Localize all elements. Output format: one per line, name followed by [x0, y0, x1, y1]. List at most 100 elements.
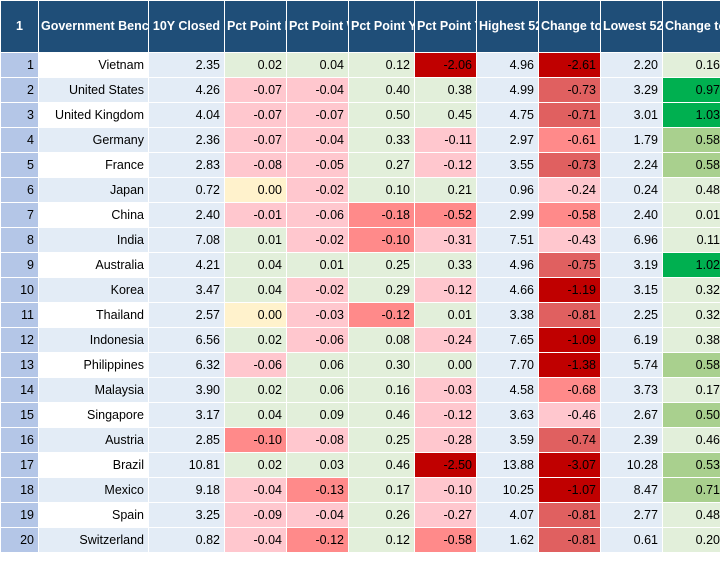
- change-ytd-value: 0.12: [348, 52, 415, 78]
- change-ytd-value: 0.29: [348, 277, 415, 303]
- closed-value: 4.21: [148, 252, 225, 278]
- closed-value: 2.40: [148, 202, 225, 228]
- change-ww-value: -0.02: [286, 277, 349, 303]
- highest-52w-value: 7.65: [476, 327, 539, 353]
- country-name: United States: [38, 77, 149, 103]
- change-ww-value: -0.04: [286, 127, 349, 153]
- change-h52w-value: -0.73: [538, 152, 601, 178]
- row-index: 2: [0, 77, 39, 103]
- change-l52w-value: 0.32: [662, 277, 720, 303]
- header-closed: 10Y Closed: [148, 0, 225, 53]
- country-name: Brazil: [38, 452, 149, 478]
- change-ww-value: -0.04: [286, 77, 349, 103]
- country-name: Switzerland: [38, 527, 149, 553]
- change-dd-value: -0.07: [224, 127, 287, 153]
- country-name: Japan: [38, 177, 149, 203]
- row-index: 17: [0, 452, 39, 478]
- change-ytd-value: 0.40: [348, 77, 415, 103]
- closed-value: 2.57: [148, 302, 225, 328]
- benchmark-table: 1 Government Benchmark 10Y Closed Pct Po…: [0, 0, 720, 553]
- change-h52w-value: -0.75: [538, 252, 601, 278]
- change-yy-value: -0.12: [414, 152, 477, 178]
- highest-52w-value: 4.99: [476, 77, 539, 103]
- row-index: 12: [0, 327, 39, 353]
- change-ytd-value: 0.16: [348, 377, 415, 403]
- table-row: 19 Spain 3.25 -0.09 -0.04 0.26 -0.27 4.07 -0.81 2…: [0, 502, 720, 528]
- country-name: Vietnam: [38, 52, 149, 78]
- change-yy-value: 0.45: [414, 102, 477, 128]
- change-ytd-value: 0.12: [348, 527, 415, 553]
- country-name: Australia: [38, 252, 149, 278]
- change-ww-value: -0.07: [286, 102, 349, 128]
- table-row: 15 Singapore 3.17 0.04 0.09 0.46 -0.12 3.63 -0.4…: [0, 402, 720, 428]
- highest-52w-value: 1.62: [476, 527, 539, 553]
- highest-52w-value: 7.70: [476, 352, 539, 378]
- change-dd-value: -0.06: [224, 352, 287, 378]
- header-ww: Pct Point W/W: [286, 0, 349, 53]
- header-dd: Pct Point D/D: [224, 0, 287, 53]
- change-yy-value: -2.50: [414, 452, 477, 478]
- change-ytd-value: 0.26: [348, 502, 415, 528]
- closed-value: 2.85: [148, 427, 225, 453]
- highest-52w-value: 2.99: [476, 202, 539, 228]
- change-l52w-value: 0.20: [662, 527, 720, 553]
- change-ww-value: -0.02: [286, 227, 349, 253]
- change-yy-value: -0.28: [414, 427, 477, 453]
- change-ww-value: -0.02: [286, 177, 349, 203]
- country-name: Spain: [38, 502, 149, 528]
- row-index: 13: [0, 352, 39, 378]
- change-dd-value: -0.08: [224, 152, 287, 178]
- row-index: 9: [0, 252, 39, 278]
- table-row: 12 Indonesia 6.56 0.02 -0.06 0.08 -0.24 7.65 -1.…: [0, 327, 720, 353]
- row-index: 19: [0, 502, 39, 528]
- country-name: India: [38, 227, 149, 253]
- lowest-52w-value: 3.73: [600, 377, 663, 403]
- table-row: 6 Japan 0.72 0.00 -0.02 0.10 0.21 0.96 -0.24 0.24…: [0, 177, 720, 203]
- lowest-52w-value: 2.24: [600, 152, 663, 178]
- header-change-low: Change to L52W: [662, 0, 720, 53]
- change-dd-value: 0.00: [224, 177, 287, 203]
- change-yy-value: -0.12: [414, 277, 477, 303]
- closed-value: 9.18: [148, 477, 225, 503]
- highest-52w-value: 3.63: [476, 402, 539, 428]
- table-row: 17 Brazil 10.81 0.02 0.03 0.46 -2.50 13.88 -3.07…: [0, 452, 720, 478]
- change-h52w-value: -0.71: [538, 102, 601, 128]
- lowest-52w-value: 0.24: [600, 177, 663, 203]
- row-index: 7: [0, 202, 39, 228]
- row-index: 11: [0, 302, 39, 328]
- highest-52w-value: 4.96: [476, 52, 539, 78]
- country-name: Malaysia: [38, 377, 149, 403]
- change-dd-value: -0.07: [224, 77, 287, 103]
- change-yy-value: 0.00: [414, 352, 477, 378]
- closed-value: 10.81: [148, 452, 225, 478]
- highest-52w-value: 2.97: [476, 127, 539, 153]
- header-index: 1: [0, 0, 39, 53]
- change-ww-value: 0.06: [286, 377, 349, 403]
- change-l52w-value: 0.50: [662, 402, 720, 428]
- change-ww-value: -0.13: [286, 477, 349, 503]
- change-ytd-value: 0.33: [348, 127, 415, 153]
- change-yy-value: -0.12: [414, 402, 477, 428]
- change-l52w-value: 1.03: [662, 102, 720, 128]
- row-index: 5: [0, 152, 39, 178]
- table-row: 4 Germany 2.36 -0.07 -0.04 0.33 -0.11 2.97 -0.61…: [0, 127, 720, 153]
- table-row: 20 Switzerland 0.82 -0.04 -0.12 0.12 -0.58 1.62…: [0, 527, 720, 553]
- lowest-52w-value: 3.15: [600, 277, 663, 303]
- country-name: Singapore: [38, 402, 149, 428]
- country-name: United Kingdom: [38, 102, 149, 128]
- change-h52w-value: -0.24: [538, 177, 601, 203]
- table-row: 8 India 7.08 0.01 -0.02 -0.10 -0.31 7.51 -0.43 6.…: [0, 227, 720, 253]
- header-change-high: Change to H52W: [538, 0, 601, 53]
- lowest-52w-value: 6.96: [600, 227, 663, 253]
- lowest-52w-value: 3.01: [600, 102, 663, 128]
- lowest-52w-value: 3.29: [600, 77, 663, 103]
- change-ww-value: 0.09: [286, 402, 349, 428]
- change-l52w-value: 0.38: [662, 327, 720, 353]
- table-row: 10 Korea 3.47 0.04 -0.02 0.29 -0.12 4.66 -1.19 3.…: [0, 277, 720, 303]
- change-yy-value: -0.10: [414, 477, 477, 503]
- country-name: Philippines: [38, 352, 149, 378]
- change-dd-value: 0.02: [224, 452, 287, 478]
- highest-52w-value: 3.59: [476, 427, 539, 453]
- row-index: 18: [0, 477, 39, 503]
- closed-value: 3.90: [148, 377, 225, 403]
